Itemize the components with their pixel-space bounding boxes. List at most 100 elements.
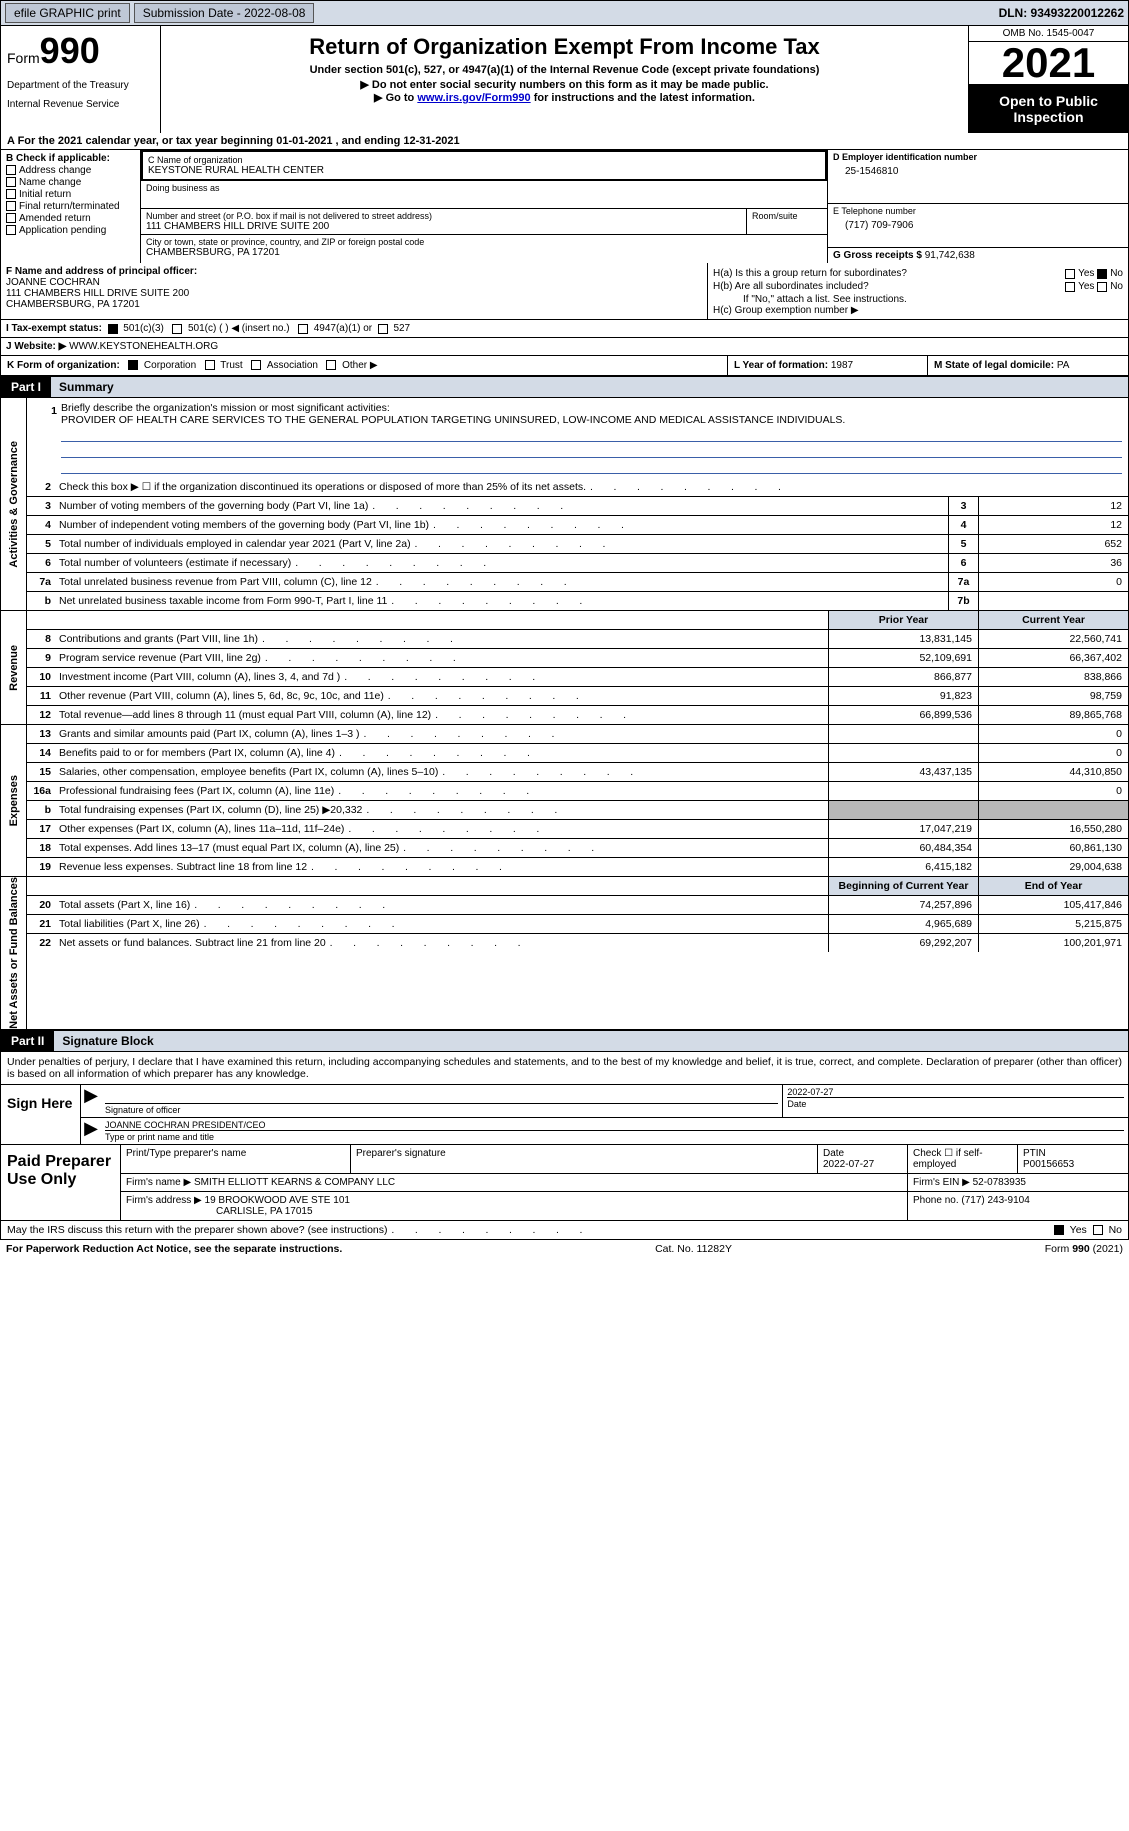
chk-amended-return[interactable]: Amended return — [6, 213, 135, 224]
form-subtitle-1: Under section 501(c), 527, or 4947(a)(1)… — [165, 64, 964, 76]
irs-link[interactable]: www.irs.gov/Form990 — [417, 92, 530, 104]
chk-application-pending[interactable]: Application pending — [6, 225, 135, 236]
chk-final-return[interactable]: Final return/terminated — [6, 201, 135, 212]
chk-527[interactable] — [378, 324, 388, 334]
k-row: K Form of organization: Corporation Trus… — [0, 356, 1129, 376]
discuss-text: May the IRS discuss this return with the… — [7, 1224, 1054, 1236]
summary-row: 17 Other expenses (Part IX, column (A), … — [27, 820, 1128, 839]
row-num: 12 — [27, 706, 55, 724]
mission-label: Briefly describe the organization's miss… — [61, 402, 390, 414]
row-current-year: 5,215,875 — [978, 915, 1128, 933]
group-return-block: H(a) Is this a group return for subordin… — [708, 263, 1128, 319]
summary-row: 21 Total liabilities (Part X, line 26) 4… — [27, 915, 1128, 934]
col-b-label: B Check if applicable: — [6, 153, 135, 164]
form-header: Form990 Department of the Treasury Inter… — [0, 26, 1129, 133]
principal-officer: F Name and address of principal officer:… — [1, 263, 708, 319]
officer-label: F Name and address of principal officer: — [6, 266, 702, 277]
prep-date-label: Date — [823, 1148, 844, 1159]
chk-corporation[interactable] — [128, 360, 138, 370]
chk-501c[interactable] — [172, 324, 182, 334]
chk-address-change[interactable]: Address change — [6, 165, 135, 176]
chk-501c3[interactable] — [108, 324, 118, 334]
city-cell: City or town, state or province, country… — [141, 235, 827, 260]
room-label: Room/suite — [752, 211, 822, 221]
part-1-title: Summary — [51, 377, 1128, 397]
prior-year-header: Prior Year — [828, 611, 978, 629]
row-text: Number of independent voting members of … — [55, 516, 948, 534]
row-num: 18 — [27, 839, 55, 857]
row-text: Revenue less expenses. Subtract line 18 … — [55, 858, 828, 876]
ein-value: 25-1546810 — [833, 162, 1123, 177]
h-a-yes[interactable] — [1065, 269, 1075, 279]
h-c-label: H(c) Group exemption number ▶ — [713, 305, 1123, 316]
firm-name-value: SMITH ELLIOTT KEARNS & COMPANY LLC — [194, 1177, 395, 1188]
gross-label: G Gross receipts $ — [833, 250, 925, 261]
part-1-tag: Part I — [1, 377, 51, 397]
row-prior-year: 69,292,207 — [828, 934, 978, 952]
h-a-no[interactable] — [1097, 269, 1107, 279]
officer-print-name: JOANNE COCHRAN PRESIDENT/CEO — [105, 1120, 1124, 1130]
line-a-prefix: A For the 2021 calendar year, or tax yea… — [7, 135, 276, 147]
h-b-yes[interactable] — [1065, 282, 1075, 292]
summary-row: 11 Other revenue (Part VIII, column (A),… — [27, 687, 1128, 706]
firm-ein-value: 52-0783935 — [973, 1177, 1026, 1188]
discuss-no[interactable] — [1093, 1225, 1103, 1235]
row-box: 6 — [948, 554, 978, 572]
dba-cell: Doing business as — [141, 181, 827, 209]
mission-text: PROVIDER OF HEALTH CARE SERVICES TO THE … — [61, 414, 845, 426]
summary-row: 19 Revenue less expenses. Subtract line … — [27, 858, 1128, 876]
part-2-title: Signature Block — [54, 1031, 1128, 1051]
row-prior-year — [828, 725, 978, 743]
row-num: b — [27, 592, 55, 610]
summary-row: 10 Investment income (Part VIII, column … — [27, 668, 1128, 687]
row-text: Investment income (Part VIII, column (A)… — [55, 668, 828, 686]
summary-row: 16a Professional fundraising fees (Part … — [27, 782, 1128, 801]
chk-initial-return[interactable]: Initial return — [6, 189, 135, 200]
chk-other[interactable] — [326, 360, 336, 370]
signature-intro: Under penalties of perjury, I declare th… — [0, 1052, 1129, 1084]
row-current-year: 0 — [978, 782, 1128, 800]
row-num: 5 — [27, 535, 55, 553]
dba-label: Doing business as — [146, 183, 822, 193]
chk-trust[interactable] — [205, 360, 215, 370]
part-2-tag: Part II — [1, 1031, 54, 1051]
prep-date-value: 2022-07-27 — [823, 1159, 874, 1170]
self-employed-check[interactable]: Check ☐ if self-employed — [908, 1145, 1018, 1173]
gross-cell: G Gross receipts $ 91,742,638 — [828, 248, 1128, 263]
row-val: 0 — [978, 573, 1128, 591]
summary-row: b Total fundraising expenses (Part IX, c… — [27, 801, 1128, 820]
website-label: J Website: ▶ — [6, 341, 69, 352]
row-num: 17 — [27, 820, 55, 838]
row-current-year — [978, 801, 1128, 819]
summary-row: 22 Net assets or fund balances. Subtract… — [27, 934, 1128, 952]
summary-row: 4 Number of independent voting members o… — [27, 516, 1128, 535]
paperwork-notice: For Paperwork Reduction Act Notice, see … — [6, 1243, 342, 1255]
row-text: Grants and similar amounts paid (Part IX… — [55, 725, 828, 743]
summary-revenue: Revenue Prior Year Current Year 8 Contri… — [0, 611, 1129, 725]
phone-label: E Telephone number — [833, 206, 1123, 216]
officer-addr2: CHAMBERSBURG, PA 17201 — [6, 299, 702, 310]
row-current-year: 838,866 — [978, 668, 1128, 686]
ptin-value: P00156653 — [1023, 1159, 1074, 1170]
row-text: Total assets (Part X, line 16) — [55, 896, 828, 914]
row-num: 11 — [27, 687, 55, 705]
city-label: City or town, state or province, country… — [146, 237, 822, 247]
discuss-yes[interactable] — [1054, 1225, 1064, 1235]
row-prior-year: 91,823 — [828, 687, 978, 705]
row-prior-year: 60,484,354 — [828, 839, 978, 857]
chk-4947[interactable] — [298, 324, 308, 334]
firm-phone-label: Phone no. — [913, 1195, 961, 1206]
chk-name-change[interactable]: Name change — [6, 177, 135, 188]
row-prior-year: 866,877 — [828, 668, 978, 686]
efile-print-button[interactable]: efile GRAPHIC print — [5, 3, 130, 23]
tax-year-begin: 01-01-2021 — [276, 135, 332, 147]
signature-date-label: Date — [787, 1097, 1124, 1109]
goto-suffix: for instructions and the latest informat… — [531, 92, 755, 104]
signature-date: 2022-07-27 — [787, 1087, 1124, 1097]
row-current-year: 66,367,402 — [978, 649, 1128, 667]
revenue-header-row: Prior Year Current Year — [27, 611, 1128, 630]
h-b-no[interactable] — [1097, 282, 1107, 292]
chk-association[interactable] — [251, 360, 261, 370]
row-box: 3 — [948, 497, 978, 515]
row-num: 22 — [27, 934, 55, 952]
